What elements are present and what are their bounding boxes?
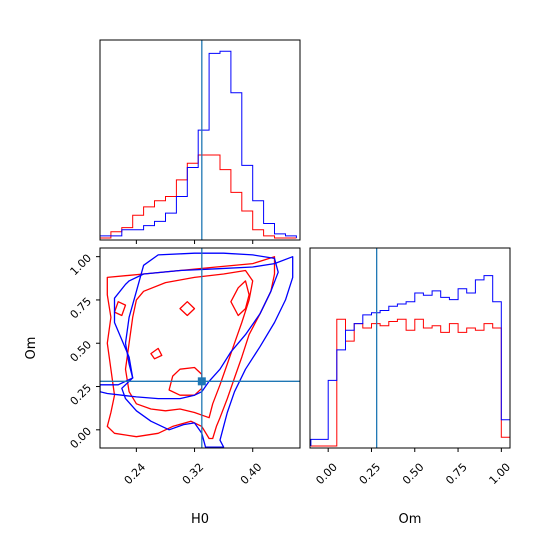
red-contour-1 [124, 269, 254, 419]
om-histogram-blue-series [310, 275, 510, 446]
h0-histogram-frame [99, 39, 301, 241]
x-axis-label-om: Om [399, 512, 422, 527]
red-contour-3 [230, 280, 250, 317]
h0-histogram-panel [99, 39, 301, 244]
blue-contour-1 [113, 256, 294, 448]
red-contour-0 [106, 256, 276, 440]
om-hist-group [310, 275, 510, 447]
red-contour-6 [150, 347, 163, 360]
om-histogram-red-series [310, 318, 510, 447]
om-histogram-frame [309, 247, 511, 449]
red-contour-5 [179, 301, 196, 317]
red-contour-4 [113, 301, 127, 317]
h0-histogram-red-series [100, 154, 297, 239]
truth-marker [197, 377, 206, 386]
h0-histogram-blue-series [99, 50, 297, 238]
x-axis-label-h0: H0 [191, 512, 209, 527]
contour-frame [99, 247, 301, 449]
y-axis-label-om: Om [24, 337, 39, 360]
